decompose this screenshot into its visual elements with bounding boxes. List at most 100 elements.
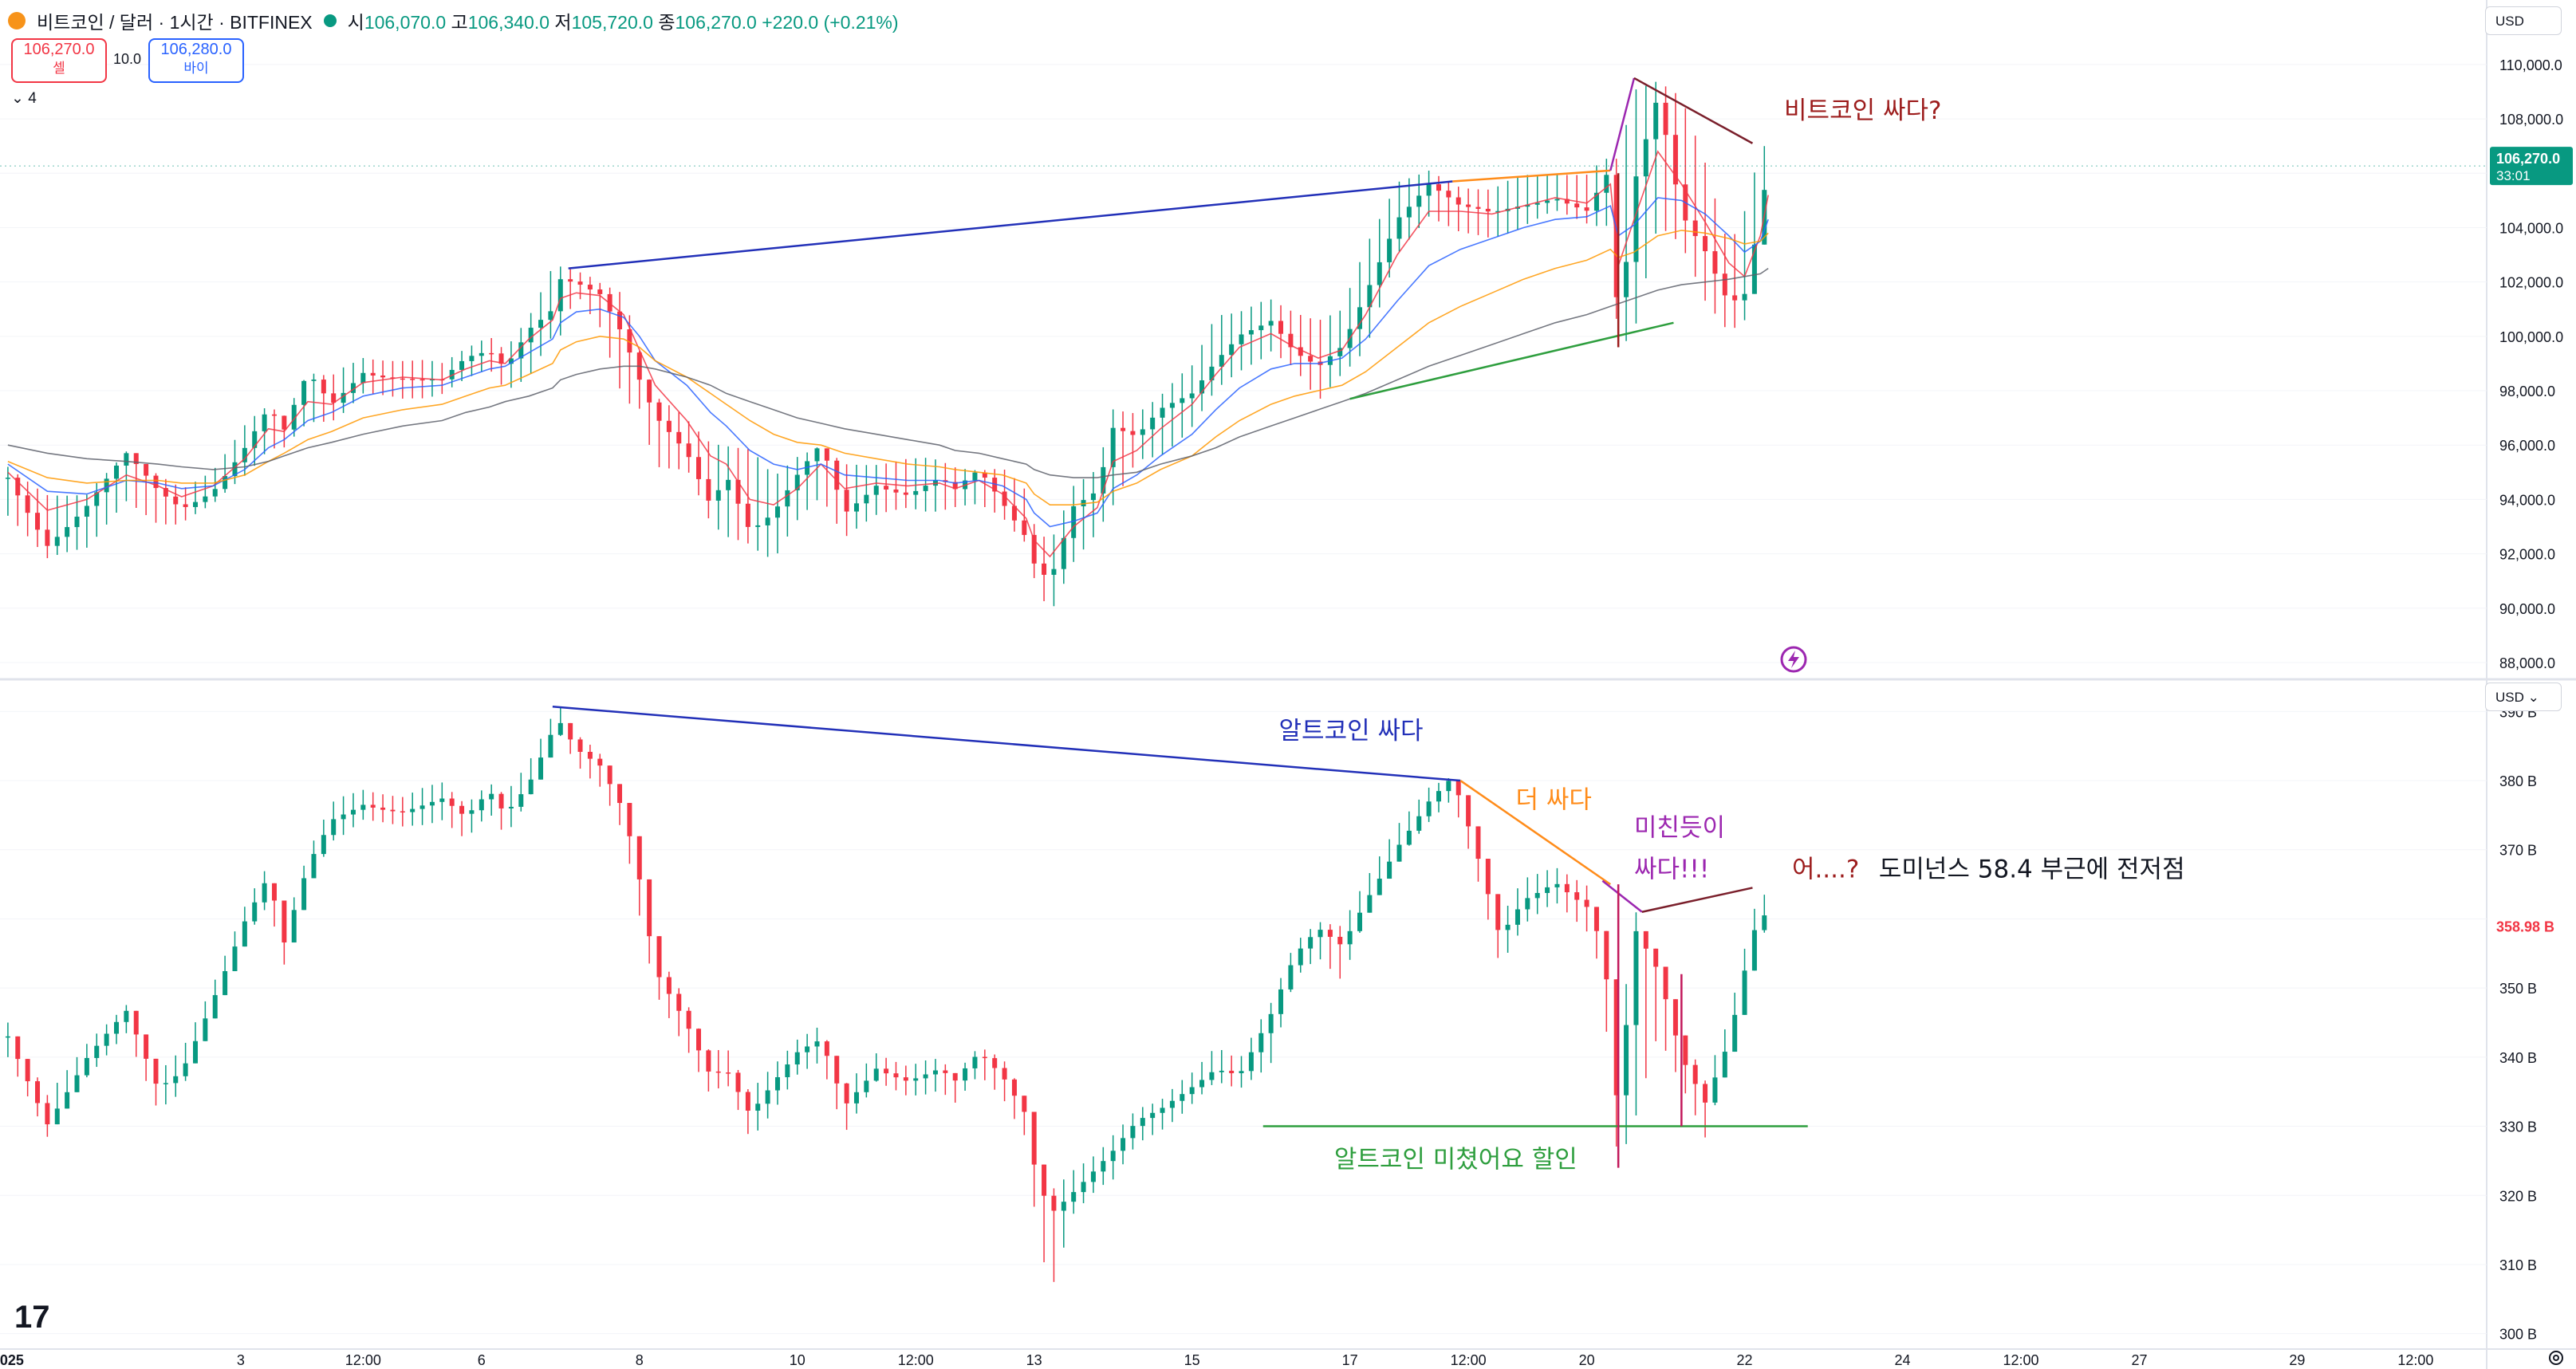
candle-body <box>1436 791 1441 802</box>
flash-icon[interactable] <box>1779 645 1808 674</box>
annotation-text: 알트코인 미쳤어요 할인 <box>1334 1146 1578 1174</box>
candle-body <box>568 722 573 740</box>
candle-body <box>1022 520 1027 535</box>
candle-body <box>508 806 514 808</box>
candle-body <box>1150 1112 1156 1119</box>
candle-body <box>5 1036 10 1038</box>
candle-body <box>785 1064 790 1078</box>
candle-body <box>291 910 297 943</box>
candle-body <box>1051 1195 1057 1211</box>
candle-body <box>104 478 109 493</box>
candle-body <box>1268 321 1274 326</box>
candle-body <box>696 457 702 479</box>
candle-body <box>1071 1192 1077 1202</box>
candle-body <box>1209 1072 1215 1080</box>
trendline <box>1609 77 1636 171</box>
candle-body <box>232 462 238 477</box>
indicator-count: 4 <box>28 90 37 107</box>
buy-button[interactable]: 106,280.0 바이 <box>148 38 244 83</box>
candle-body <box>903 492 908 495</box>
candle-body <box>893 1073 899 1078</box>
candle-body <box>133 453 139 464</box>
candle-body <box>853 503 859 512</box>
candle-body <box>1446 191 1451 198</box>
trendline <box>1459 780 1611 886</box>
candle-body <box>528 779 534 795</box>
candle-body <box>350 383 356 393</box>
candle-body <box>1692 1064 1698 1084</box>
candle-body <box>104 1033 109 1046</box>
candle-body <box>1406 207 1412 218</box>
indicators-toggle[interactable]: ⌄ 4 <box>11 90 37 107</box>
candle-body <box>84 506 89 517</box>
candle-body <box>1308 937 1314 949</box>
candle-body <box>449 798 455 806</box>
candle-body <box>1545 887 1550 893</box>
candle-body <box>410 379 416 380</box>
candle-body <box>1229 344 1235 356</box>
candle-body <box>873 1068 879 1081</box>
candle-body <box>1495 210 1501 213</box>
candle-body <box>617 784 623 804</box>
candle-body <box>25 495 30 513</box>
annotation-text: 도미넌스 58.4 부근에 전저점 <box>1879 855 2185 883</box>
candle-body <box>65 527 70 537</box>
candle-body <box>1534 203 1540 205</box>
candle-body <box>1703 1084 1708 1103</box>
candle-body <box>1022 1096 1027 1112</box>
candle-body <box>144 1034 149 1059</box>
candle-body <box>1672 135 1678 185</box>
candle-body <box>400 811 405 812</box>
candle-body <box>1732 295 1738 301</box>
last-price-box <box>2490 914 2573 938</box>
market-open-icon <box>323 14 337 27</box>
candle-body <box>735 1072 741 1092</box>
candle-body <box>518 794 524 807</box>
candle-body <box>952 482 958 490</box>
candle-body <box>636 836 642 879</box>
candle-body <box>1298 948 1303 966</box>
candle-body <box>834 460 840 490</box>
candle-body <box>1081 1182 1086 1193</box>
candle-body <box>124 1010 129 1022</box>
candle-body <box>1318 930 1323 938</box>
candle-body <box>439 798 445 802</box>
candle-body <box>963 1068 968 1081</box>
change-value: +220.0 (+0.21%) <box>762 12 899 33</box>
y-tick-label: 380 B <box>2499 773 2537 789</box>
settings-gear-icon[interactable] <box>2547 1349 2565 1367</box>
candle-body <box>192 502 198 507</box>
candle-body <box>223 476 228 490</box>
annotation-text: 싸다!!! <box>1634 855 1709 883</box>
candle-body <box>370 804 376 808</box>
time-tick-label: 10 <box>790 1352 805 1368</box>
candle-body <box>1278 989 1284 1014</box>
candle-body <box>982 1056 987 1059</box>
candle-body <box>1653 102 1659 140</box>
candle-body <box>844 1083 849 1103</box>
candle-body <box>1140 1118 1145 1127</box>
candle-body <box>686 1010 691 1029</box>
candle-body <box>1593 907 1599 931</box>
candle-body <box>45 1103 50 1125</box>
candle-body <box>1357 307 1363 329</box>
moving-average-line-ma1 <box>7 150 1769 558</box>
currency-selector-top[interactable]: USD <box>2485 6 2562 35</box>
time-tick-label: 3 <box>237 1352 245 1368</box>
y-tick-label: 100,000.0 <box>2499 329 2563 345</box>
symbol-title[interactable]: 비트코인 / 달러 · 1시간 · BITFINEX <box>37 12 313 33</box>
currency-selector-bottom[interactable]: USD ⌄ <box>2485 683 2562 711</box>
candle-body <box>1485 859 1491 895</box>
candle-body <box>419 805 425 809</box>
sell-button[interactable]: 106,270.0 셀 <box>11 38 107 83</box>
candle-body <box>1446 781 1451 792</box>
time-tick-label: 24 <box>1895 1352 1911 1368</box>
candle-body <box>1564 883 1570 893</box>
candle-body <box>1466 795 1471 827</box>
candle-body <box>923 486 928 491</box>
candle-body <box>35 1081 41 1103</box>
candle-body <box>331 819 337 836</box>
candle-body <box>706 1050 711 1072</box>
candle-body <box>469 356 475 361</box>
